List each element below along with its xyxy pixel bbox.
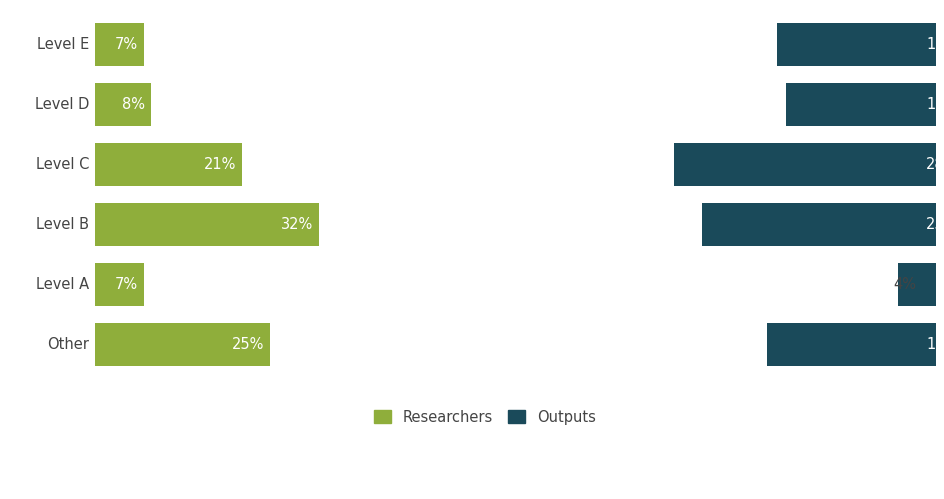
Bar (701, 203, 935, 246)
Text: 18%: 18% (925, 337, 944, 352)
Bar (94, 23, 143, 66)
Text: 25%: 25% (925, 217, 944, 232)
Bar (94, 263, 143, 306)
Text: Level A: Level A (36, 277, 89, 292)
Text: 25%: 25% (231, 337, 263, 352)
Bar (94, 143, 242, 186)
Bar (776, 23, 935, 66)
Bar (767, 323, 935, 366)
Text: Level B: Level B (36, 217, 89, 232)
Bar (897, 263, 935, 306)
Text: 7%: 7% (115, 277, 138, 292)
Text: 17%: 17% (925, 37, 944, 52)
Text: 32%: 32% (280, 217, 312, 232)
Legend: Researchers, Outputs: Researchers, Outputs (366, 402, 602, 432)
Bar (785, 83, 935, 126)
Bar (673, 143, 935, 186)
Text: 4%: 4% (893, 277, 916, 292)
Bar (94, 83, 150, 126)
Bar (94, 323, 269, 366)
Text: 8%: 8% (122, 97, 144, 112)
Text: 16%: 16% (925, 97, 944, 112)
Bar (94, 203, 318, 246)
Text: Other: Other (47, 337, 89, 352)
Text: Level D: Level D (35, 97, 89, 112)
Text: 7%: 7% (115, 37, 138, 52)
Text: 21%: 21% (204, 157, 236, 172)
Text: 28%: 28% (925, 157, 944, 172)
Text: Level E: Level E (37, 37, 89, 52)
Text: Level C: Level C (36, 157, 89, 172)
